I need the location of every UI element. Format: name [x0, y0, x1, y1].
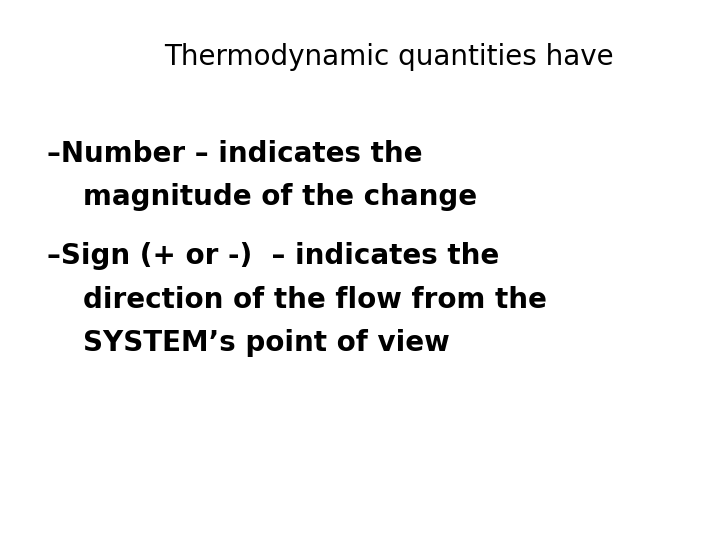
Text: magnitude of the change: magnitude of the change [83, 183, 477, 211]
Text: SYSTEM’s point of view: SYSTEM’s point of view [83, 329, 449, 357]
Text: direction of the flow from the: direction of the flow from the [83, 286, 546, 314]
Text: –Number – indicates the: –Number – indicates the [47, 140, 423, 168]
Text: –Sign (+ or -)  – indicates the: –Sign (+ or -) – indicates the [47, 242, 499, 271]
Text: Thermodynamic quantities have: Thermodynamic quantities have [164, 43, 613, 71]
